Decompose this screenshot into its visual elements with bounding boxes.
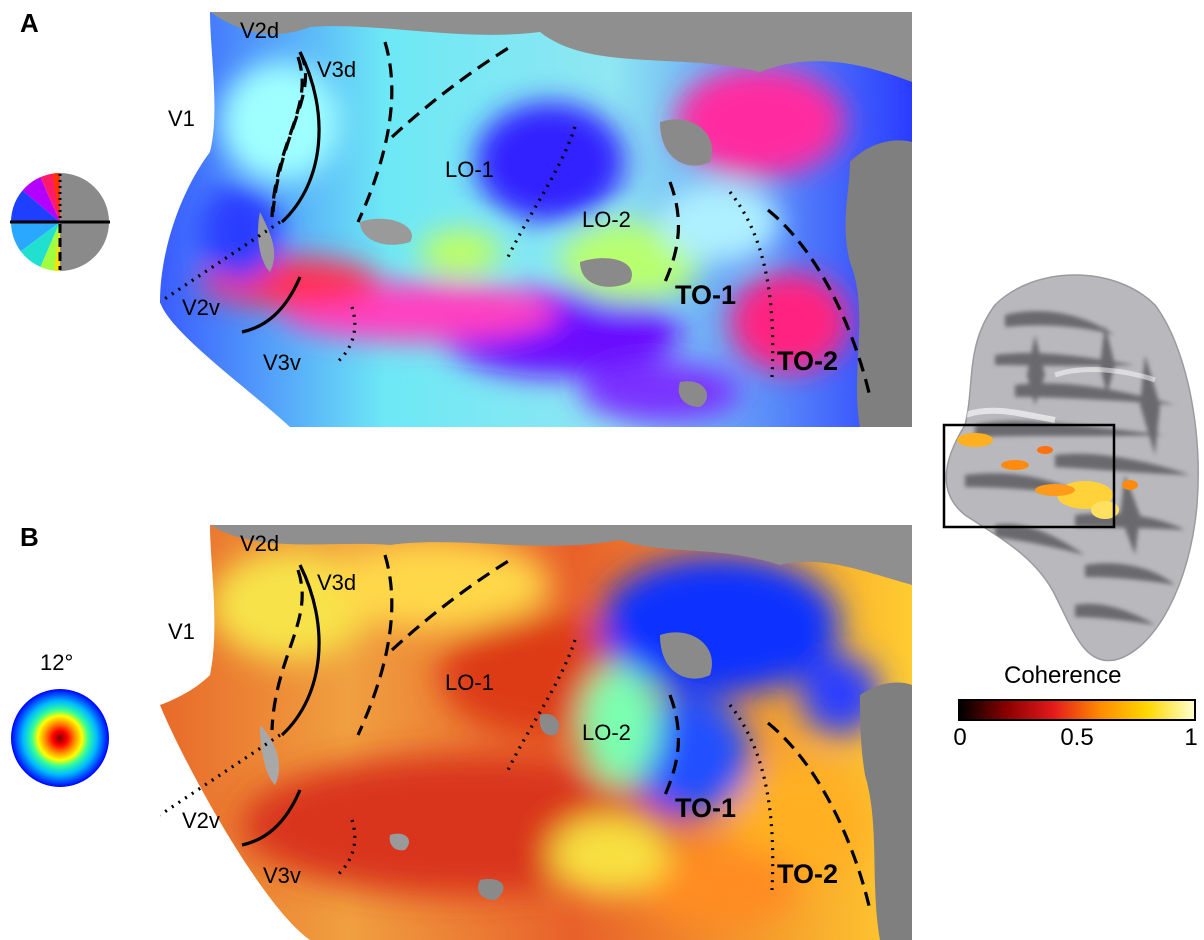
- colorbar-tick-1: 1: [1184, 724, 1198, 751]
- eccentricity-label: 12°: [40, 650, 74, 675]
- colorbar-ticks: 0 0.5 1: [953, 724, 1198, 754]
- label-v3d: V3d: [317, 57, 357, 82]
- inset-box: [942, 423, 1116, 529]
- label-v2v: V2v: [182, 808, 220, 833]
- polar-angle-map: V1 V2d V3d V2v V3v LO-1 LO-2 TO-1 TO-2: [160, 12, 912, 427]
- label-lo1: LO-1: [445, 157, 494, 182]
- label-lo2: LO-2: [582, 207, 631, 232]
- polar-angle-wheel-icon: [10, 172, 110, 272]
- panel-letter-b: B: [20, 522, 39, 552]
- label-to2: TO-2: [777, 859, 839, 889]
- colorbar-gradient: [960, 701, 1194, 719]
- coherence-colorbar: [958, 699, 1196, 721]
- label-to1: TO-1: [675, 280, 737, 310]
- label-v1: V1: [168, 619, 195, 644]
- label-lo2: LO-2: [582, 720, 631, 745]
- panel-letter-a: A: [20, 8, 39, 38]
- eccentricity-map: V1 V2d V3d V2v V3v LO-1 LO-2 TO-1 TO-2: [160, 525, 912, 940]
- eccentricity-disk-icon: [10, 688, 110, 788]
- label-to1: TO-1: [675, 793, 737, 823]
- inflated-brain-icon: [935, 265, 1204, 665]
- label-v2d: V2d: [240, 18, 280, 43]
- label-v2d: V2d: [240, 531, 280, 556]
- colorbar-tick-0: 0: [953, 724, 967, 751]
- label-v1: V1: [168, 106, 195, 131]
- label-v2v: V2v: [182, 295, 220, 320]
- label-v3v: V3v: [263, 350, 301, 375]
- colorbar-title: Coherence: [1004, 662, 1122, 689]
- label-v3d: V3d: [317, 570, 357, 595]
- label-lo1: LO-1: [445, 670, 494, 695]
- label-to2: TO-2: [777, 346, 839, 376]
- colorbar-tick-0.5: 0.5: [1060, 724, 1094, 751]
- label-v3v: V3v: [263, 863, 301, 888]
